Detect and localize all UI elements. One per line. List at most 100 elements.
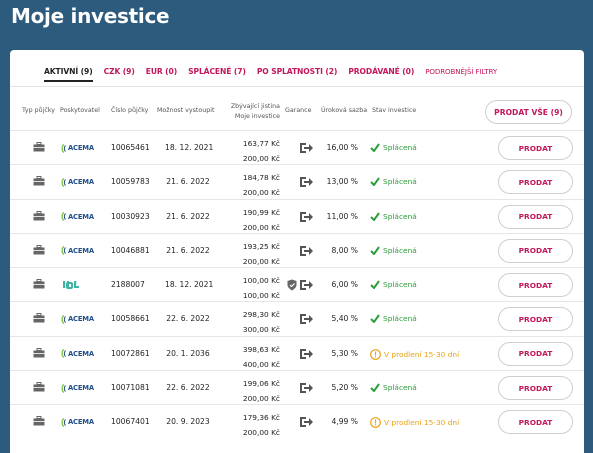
- amounts: 163,77 Kč 200,00 Kč: [234, 136, 280, 166]
- header-guarantee: Garance: [285, 107, 312, 114]
- remaining-principal: 193,25 Kč: [242, 241, 280, 251]
- provider-name: ACEMA: [68, 349, 94, 358]
- remaining-principal: 184,78 Kč: [242, 173, 280, 183]
- check-icon: [370, 246, 380, 255]
- briefcase-icon: [33, 142, 45, 152]
- briefcase-icon: [33, 382, 45, 392]
- header-status: Stav investice: [372, 107, 417, 114]
- briefcase-icon: [33, 279, 45, 289]
- tab-4[interactable]: PO SPLATNOSTI (2): [256, 67, 338, 76]
- my-investment: 200,00 Kč: [242, 428, 280, 438]
- briefcase-icon: [33, 244, 45, 255]
- loan-number: 2188007: [111, 280, 145, 290]
- status-text: Splácená: [383, 177, 417, 187]
- provider-cell: ACEMA: [61, 210, 97, 224]
- loan-number: 10067401: [111, 417, 150, 427]
- check-icon: [370, 383, 380, 393]
- header-principal-line1: Zbývající jistina: [230, 103, 280, 110]
- table-row: ACEMA 10058661 22. 6. 2022 298,30 Kč 300,00 …: [10, 301, 584, 335]
- my-investment: 200,00 Kč: [242, 222, 280, 232]
- sell-button[interactable]: PRODAT: [498, 238, 573, 263]
- advanced-filters-link[interactable]: PODROBNĚJŠÍ FILTRY: [425, 67, 498, 76]
- exit-date: 22. 6. 2022: [166, 383, 210, 393]
- status-cell: Splácená: [370, 383, 417, 393]
- loan-number: 10072861: [111, 348, 150, 358]
- sell-button[interactable]: PRODAT: [498, 204, 573, 229]
- investments-table: ACEMA 10065461 18. 12. 2021 163,77 Kč 200,00…: [10, 130, 584, 439]
- interest-rate: 4,99 %: [331, 417, 358, 427]
- warning-circle-icon: [370, 348, 381, 360]
- sell-button[interactable]: PRODAT: [498, 273, 573, 298]
- table-row: ACEMA 10067401 20. 9. 2023 179,36 Kč 200,00 …: [10, 404, 584, 438]
- status-cell: Splácená: [370, 314, 417, 324]
- status-cell: Splácená: [370, 246, 417, 255]
- my-investment: 200,00 Kč: [242, 188, 280, 198]
- remaining-principal: 179,36 Kč: [242, 413, 280, 423]
- provider-logo-acema: ACEMA: [61, 210, 97, 224]
- interest-rate: 11,00 %: [326, 211, 358, 221]
- provider-cell: ACEMA: [61, 415, 97, 429]
- table-row: ACEMA 10030923 21. 6. 2022 190,99 Kč 200,00 …: [10, 198, 584, 235]
- header-principal-line2: Moje investice: [234, 113, 280, 120]
- guarantee-cell: [285, 312, 313, 326]
- divider: [10, 86, 584, 87]
- sell-button[interactable]: PRODAT: [498, 307, 573, 332]
- interest-rate: 16,00 %: [326, 143, 358, 152]
- tab-1[interactable]: CZK (9): [103, 67, 135, 76]
- amounts: 398,63 Kč 400,00 Kč: [234, 342, 280, 372]
- tab-5[interactable]: PRODÁVANÉ (0): [348, 67, 415, 76]
- check-icon: [370, 143, 380, 152]
- page-title: Moje investice: [11, 4, 170, 28]
- provider-logo-acema: ACEMA: [61, 347, 97, 361]
- provider-cell: ACEMA: [61, 141, 97, 155]
- shield-icon: [287, 279, 297, 291]
- sell-all-button[interactable]: PRODAT VŠE (9): [485, 100, 572, 124]
- briefcase-icon: [33, 416, 45, 426]
- amounts: 190,99 Kč 200,00 Kč: [234, 205, 280, 235]
- exit-date: 22. 6. 2022: [166, 314, 210, 324]
- provider-cell: ACEMA: [61, 312, 97, 326]
- exit-date: 21. 6. 2022: [166, 211, 210, 221]
- table-row: ACEMA 10065461 18. 12. 2021 163,77 Kč 200,00…: [10, 130, 584, 164]
- my-investment: 200,00 Kč: [242, 154, 280, 163]
- sell-button[interactable]: PRODAT: [498, 341, 573, 366]
- table-row: ACEMA 10071081 22. 6. 2022 199,06 Kč 200,00 …: [10, 370, 584, 404]
- status-text: Splácená: [383, 143, 417, 152]
- loan-number: 10065461: [111, 143, 150, 152]
- interest-rate: 6,00 %: [331, 280, 358, 290]
- buyback-arrow-icon: [299, 313, 313, 325]
- exit-date: 21. 6. 2022: [166, 177, 210, 187]
- exit-date: 20. 1. 2036: [166, 348, 210, 358]
- amounts: 179,36 Kč 200,00 Kč: [234, 410, 280, 440]
- my-investment: 200,00 Kč: [242, 256, 280, 266]
- investments-panel: AKTIVNÍ (9) CZK (9) EUR (0) SPLÁCENÉ (7) PO …: [10, 50, 584, 453]
- exit-date: 18. 12. 2021: [165, 143, 214, 152]
- tab-2[interactable]: EUR (0): [145, 67, 178, 76]
- sell-button[interactable]: PRODAT: [498, 410, 573, 435]
- provider-name: ACEMA: [68, 384, 94, 393]
- remaining-principal: 100,00 Kč: [242, 276, 280, 286]
- provider-name: ACEMA: [68, 246, 94, 255]
- status-cell: V prodlení 15-30 dní: [370, 348, 459, 360]
- guarantee-cell: [285, 244, 313, 258]
- header-number: Číslo půjčky: [111, 107, 149, 114]
- status-text: V prodlení 15-30 dní: [384, 418, 460, 428]
- sell-button[interactable]: PRODAT: [498, 376, 573, 401]
- status-cell: V prodlení 15-30 dní: [370, 417, 460, 429]
- interest-rate: 5,40 %: [331, 314, 358, 324]
- sell-button[interactable]: PRODAT: [498, 170, 573, 195]
- status-cell: Splácená: [370, 280, 417, 290]
- buyback-arrow-icon: [299, 211, 313, 223]
- header-rate: Úroková sazba: [321, 107, 368, 114]
- tab-3[interactable]: SPLÁCENÉ (7): [188, 67, 246, 76]
- buyback-arrow-icon: [299, 382, 313, 394]
- status-text: Splácená: [383, 280, 417, 290]
- table-row: ACEMA 10046881 21. 6. 2022 193,25 Kč 200,00 …: [10, 232, 584, 267]
- provider-name: ACEMA: [68, 178, 94, 187]
- my-investment: 400,00 Kč: [242, 359, 280, 369]
- header-exit: Možnost vystoupit: [157, 107, 215, 114]
- tab-0[interactable]: AKTIVNÍ (9): [44, 67, 93, 82]
- status-cell: Splácená: [370, 143, 417, 152]
- sell-button[interactable]: PRODAT: [498, 136, 573, 160]
- my-investment: 200,00 Kč: [242, 394, 280, 404]
